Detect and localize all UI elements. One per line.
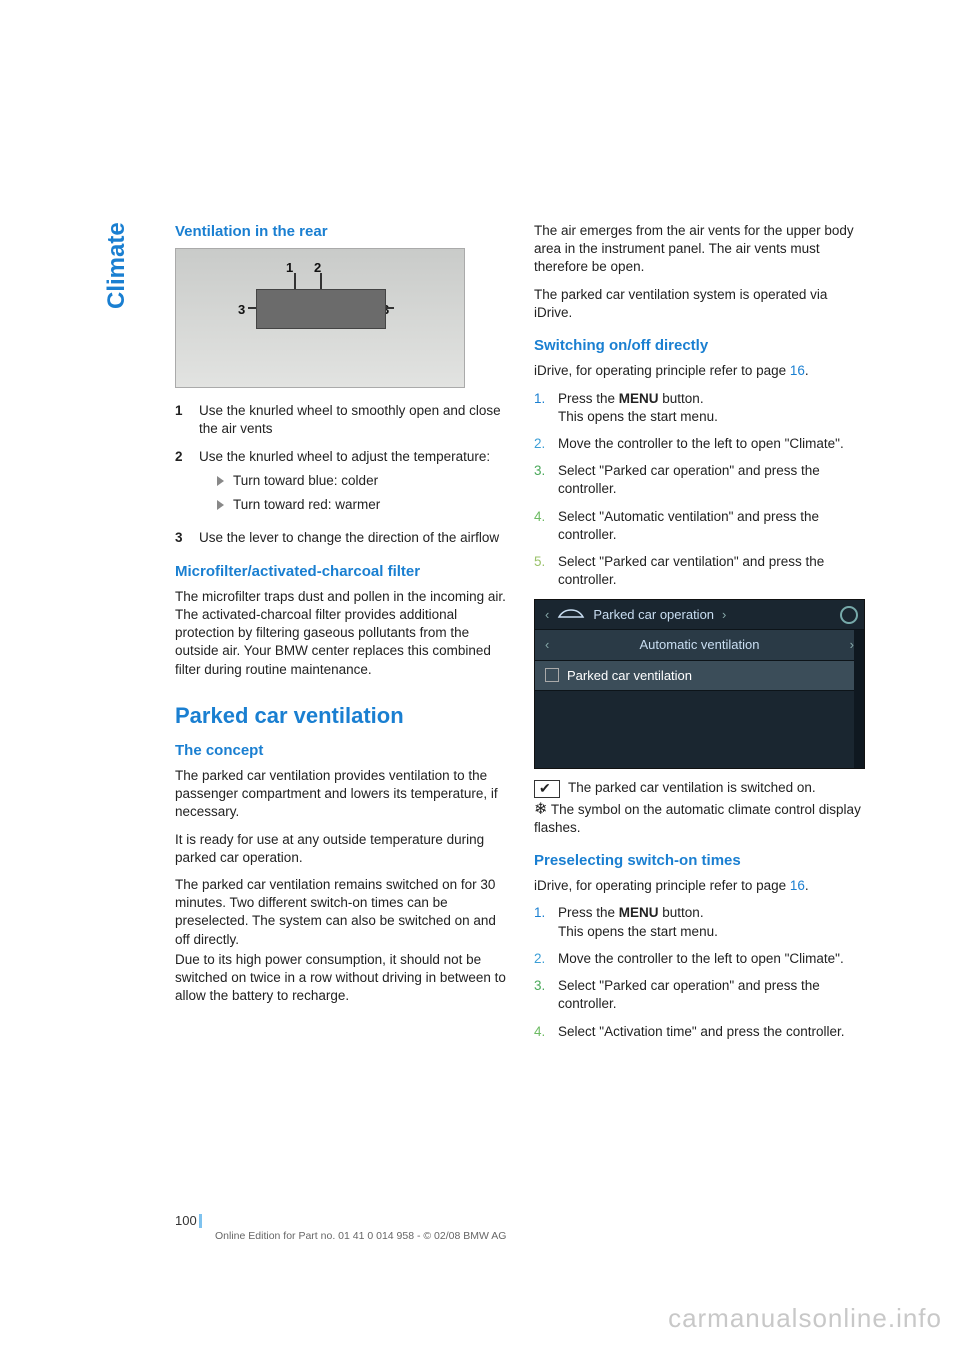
steps-preselecting: 1. Press the MENU button. This opens the… [534,904,865,1040]
step-1: 1. Press the MENU button. This opens the… [534,904,865,940]
figure-idrive-screen: ‹ Parked car operation › ‹ Automatic ven… [534,599,865,769]
page-footer: 100 Online Edition for Part no. 01 41 0 … [175,1213,865,1242]
legend-item-3: 3 Use the lever to change the direction … [175,529,506,547]
left-column: Ventilation in the rear 1 2 3 3 1 Use th… [175,222,506,1050]
intro-p2: The parked car ventilation system is ope… [534,286,865,322]
step-5: 5.Select "Parked car ventilation" and pr… [534,553,865,589]
step-2: 2.Move the controller to the left to ope… [534,950,865,968]
symbol-explain: The parked car ventilation is switched o… [534,779,865,837]
heading-parked-car-ventilation: Parked car ventilation [175,701,506,731]
right-column: The air emerges from the air vents for t… [534,222,865,1050]
page-body: Ventilation in the rear 1 2 3 3 1 Use th… [175,222,865,1050]
idrive-ref-2: iDrive, for operating principle refer to… [534,877,865,895]
concept-p1: The parked car ventilation provides vent… [175,767,506,822]
step-4: 4.Select "Activation time" and press the… [534,1023,865,1041]
heading-ventilation-rear: Ventilation in the rear [175,222,506,242]
snowflake-icon: ❄ [534,801,547,818]
legend-num: 1 [175,402,199,438]
idrive-row-3: Parked car ventilation [535,661,864,692]
step-3: 3.Select "Parked car operation" and pres… [534,977,865,1013]
menu-button-label: MENU [619,391,659,406]
step-num: 2. [534,950,558,968]
section-tab-climate: Climate [102,222,132,332]
concept-p3b: Due to its high power consumption, it sh… [175,951,506,1006]
legend-text: Use the lever to change the direction of… [199,529,506,547]
page-number-bar [199,1214,202,1228]
step-num: 3. [534,462,558,498]
page-link-16[interactable]: 16 [790,878,805,893]
watermark: carmanualsonline.info [668,1303,942,1334]
heading-switching-directly: Switching on/off directly [534,336,865,356]
legend-text: Use the knurled wheel to adjust the temp… [199,448,506,521]
step-num: 1. [534,390,558,426]
intro-p1: The air emerges from the air vents for t… [534,222,865,277]
rear-vent-legend: 1 Use the knurled wheel to smoothly open… [175,402,506,547]
footer-edition-line: Online Edition for Part no. 01 41 0 014 … [215,1230,865,1242]
legend-num: 3 [175,529,199,547]
checkbox-icon [545,668,559,682]
legend-sub-a: Turn toward blue: colder [217,472,506,490]
menu-button-label: MENU [619,905,659,920]
step-num: 4. [534,508,558,544]
idrive-ref-1: iDrive, for operating principle refer to… [534,362,865,380]
step-1: 1. Press the MENU button. This opens the… [534,390,865,426]
step-num: 4. [534,1023,558,1041]
idrive-corner-icon [840,606,858,624]
legend-text: Use the knurled wheel to smoothly open a… [199,402,506,438]
idrive-sidebar [854,630,864,768]
arrow-left-icon: ‹ [545,636,549,654]
step-num: 5. [534,553,558,589]
legend-num: 2 [175,448,199,521]
legend-item-1: 1 Use the knurled wheel to smoothly open… [175,402,506,438]
heading-preselecting: Preselecting switch-on times [534,851,865,871]
concept-p3a: The parked car ventilation remains switc… [175,876,506,949]
figure-rear-vents: 1 2 3 3 [175,248,465,388]
steps-switching: 1. Press the MENU button. This opens the… [534,390,865,590]
step-2: 2.Move the controller to the left to ope… [534,435,865,453]
step-4: 4.Select "Automatic ventilation" and pre… [534,508,865,544]
concept-p2: It is ready for use at any outside tempe… [175,831,506,867]
page-link-16[interactable]: 16 [790,363,805,378]
figure-label-3a: 3 [238,301,245,319]
car-icon [557,607,585,621]
arrow-right-icon: › [722,606,726,624]
heading-microfilter: Microfilter/activated-charcoal filter [175,562,506,582]
microfilter-paragraph: The microfilter traps dust and pollen in… [175,588,506,679]
arrow-left-icon: ‹ [545,606,549,624]
step-num: 1. [534,904,558,940]
page-number: 100 [175,1213,197,1228]
step-num: 2. [534,435,558,453]
legend-sublist: Turn toward blue: colder Turn toward red… [217,472,506,514]
legend-item-2: 2 Use the knurled wheel to adjust the te… [175,448,506,521]
idrive-row-2: ‹ Automatic ventilation › [535,630,864,661]
step-3: 3.Select "Parked car operation" and pres… [534,462,865,498]
heading-the-concept: The concept [175,741,506,761]
step-num: 3. [534,977,558,1013]
figure-label-1: 1 [286,259,293,277]
idrive-row-1: ‹ Parked car operation › [535,600,864,631]
check-symbol-icon [534,780,560,798]
legend-sub-b: Turn toward red: warmer [217,496,506,514]
